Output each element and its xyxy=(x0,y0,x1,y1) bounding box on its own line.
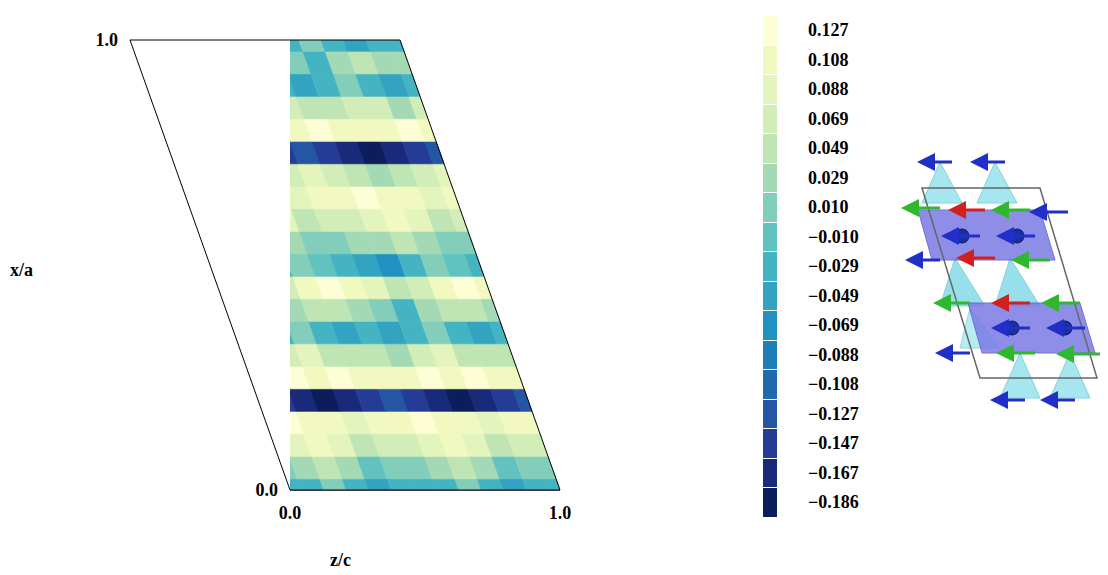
html-text:−0.186: −0.186 xyxy=(808,492,859,512)
html-text:−0.127: −0.127 xyxy=(808,403,859,424)
html-text:x/a: x/a xyxy=(10,260,33,280)
html-text:0.088: 0.088 xyxy=(808,79,849,99)
svg-text:0.0: 0.0 xyxy=(279,503,302,523)
html-text:−0.147: −0.147 xyxy=(808,433,859,453)
html-text:0.069: 0.069 xyxy=(808,108,849,129)
html-text:−0.049: −0.049 xyxy=(808,285,859,306)
html-text:−0.010: −0.010 xyxy=(808,226,859,247)
svg-text:0.0: 0.0 xyxy=(256,480,279,500)
html-text:0.127: 0.127 xyxy=(808,20,849,40)
html-text:0.108: 0.108 xyxy=(808,49,849,70)
html-text:−0.069: −0.069 xyxy=(808,315,859,335)
html-text:−0.108: −0.108 xyxy=(808,374,859,394)
html-text:z/c: z/c xyxy=(330,550,351,570)
html-text:0.010: 0.010 xyxy=(808,197,849,217)
html-text:−0.088: −0.088 xyxy=(808,344,859,365)
svg-text:1.0: 1.0 xyxy=(96,30,119,50)
html-text:−0.167: −0.167 xyxy=(808,462,859,483)
svg-text:1.0: 1.0 xyxy=(549,503,572,523)
html-text:0.029: 0.029 xyxy=(808,167,849,188)
html-text:−0.029: −0.029 xyxy=(808,256,859,276)
html-text:0.049: 0.049 xyxy=(808,138,849,158)
